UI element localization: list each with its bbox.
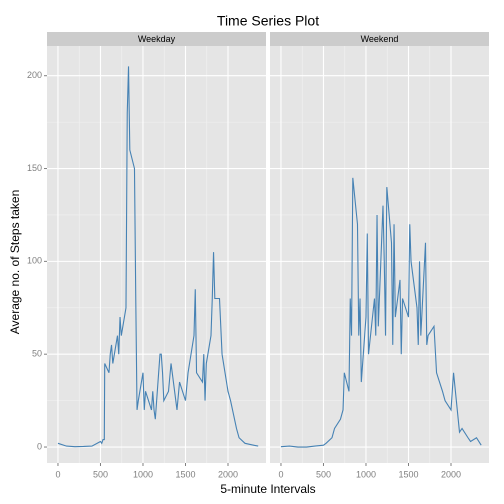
x-tick-label: 500 bbox=[93, 469, 108, 479]
y-tick-label: 50 bbox=[32, 349, 42, 359]
x-tick-label: 2000 bbox=[218, 469, 238, 479]
strip-label: Weekend bbox=[361, 34, 399, 44]
x-tick-label: 1000 bbox=[356, 469, 376, 479]
x-tick-label: 1000 bbox=[133, 469, 153, 479]
x-tick-label: 1500 bbox=[175, 469, 195, 479]
x-tick-label: 500 bbox=[316, 469, 331, 479]
strip-label: Weekday bbox=[138, 34, 176, 44]
y-tick-label: 100 bbox=[27, 256, 42, 266]
x-tick-label: 0 bbox=[278, 469, 283, 479]
x-axis-label: 5-minute Intervals bbox=[220, 482, 315, 496]
x-tick-label: 2000 bbox=[441, 469, 461, 479]
x-tick-label: 0 bbox=[55, 469, 60, 479]
y-axis-label: Average no. of Steps taken bbox=[8, 190, 22, 335]
x-tick-label: 1500 bbox=[398, 469, 418, 479]
strip bbox=[270, 32, 489, 46]
chart-title: Time Series Plot bbox=[217, 13, 319, 29]
y-tick-label: 150 bbox=[27, 163, 42, 173]
series-line bbox=[280, 177, 482, 448]
panel bbox=[47, 46, 266, 463]
strip bbox=[47, 32, 266, 46]
series-line bbox=[57, 66, 259, 448]
y-tick-label: 0 bbox=[37, 441, 42, 451]
y-tick-label: 200 bbox=[27, 70, 42, 80]
